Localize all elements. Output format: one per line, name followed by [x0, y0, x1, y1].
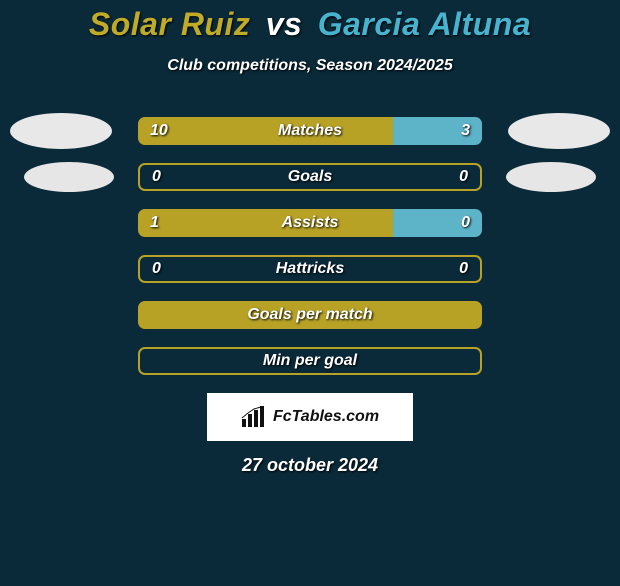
stat-row: Assists10	[0, 209, 620, 237]
team-badge-left	[10, 113, 112, 149]
team-badge-left	[24, 162, 114, 192]
stat-track: Goals0 0	[138, 163, 482, 191]
stat-track: Matches103	[138, 117, 482, 145]
stat-track: Hattricks0 0	[138, 255, 482, 283]
stat-value-right: 0	[459, 168, 468, 186]
stat-label: Hattricks	[140, 260, 480, 278]
stat-track: Min per goal	[138, 347, 482, 375]
stat-seg-left	[138, 209, 393, 237]
stat-seg-right	[393, 117, 482, 145]
stat-value-left: 0	[152, 168, 161, 186]
subtitle: Club competitions, Season 2024/2025	[0, 57, 620, 75]
title-player-right: Garcia Altuna	[318, 6, 531, 42]
stat-row: Min per goal	[0, 347, 620, 375]
stat-value-left: 0	[152, 260, 161, 278]
stat-track: Assists10	[138, 209, 482, 237]
title-vs: vs	[266, 6, 303, 42]
stat-row: Goals0 0	[0, 163, 620, 191]
stat-label: Min per goal	[140, 352, 480, 370]
stat-row: Hattricks0 0	[0, 255, 620, 283]
stat-track: Goals per match	[138, 301, 482, 329]
logo-box: FcTables.com	[207, 393, 413, 441]
date: 27 october 2024	[0, 455, 620, 476]
stats-bars: Matches103Goals00Assists10Hattricks00Goa…	[0, 117, 620, 375]
title-player-left: Solar Ruiz	[89, 6, 250, 42]
logo-text: FcTables.com	[273, 408, 379, 426]
team-badge-right	[506, 162, 596, 192]
page-title: Solar Ruiz vs Garcia Altuna	[0, 6, 620, 43]
stat-value-right: 0	[459, 260, 468, 278]
team-badge-right	[508, 113, 610, 149]
stat-seg-right	[393, 209, 482, 237]
stat-seg-left	[138, 117, 393, 145]
bar-chart-icon	[241, 406, 267, 428]
stat-label: Goals per match	[138, 306, 482, 324]
stat-row: Matches103	[0, 117, 620, 145]
stat-label: Goals	[140, 168, 480, 186]
stat-row: Goals per match	[0, 301, 620, 329]
